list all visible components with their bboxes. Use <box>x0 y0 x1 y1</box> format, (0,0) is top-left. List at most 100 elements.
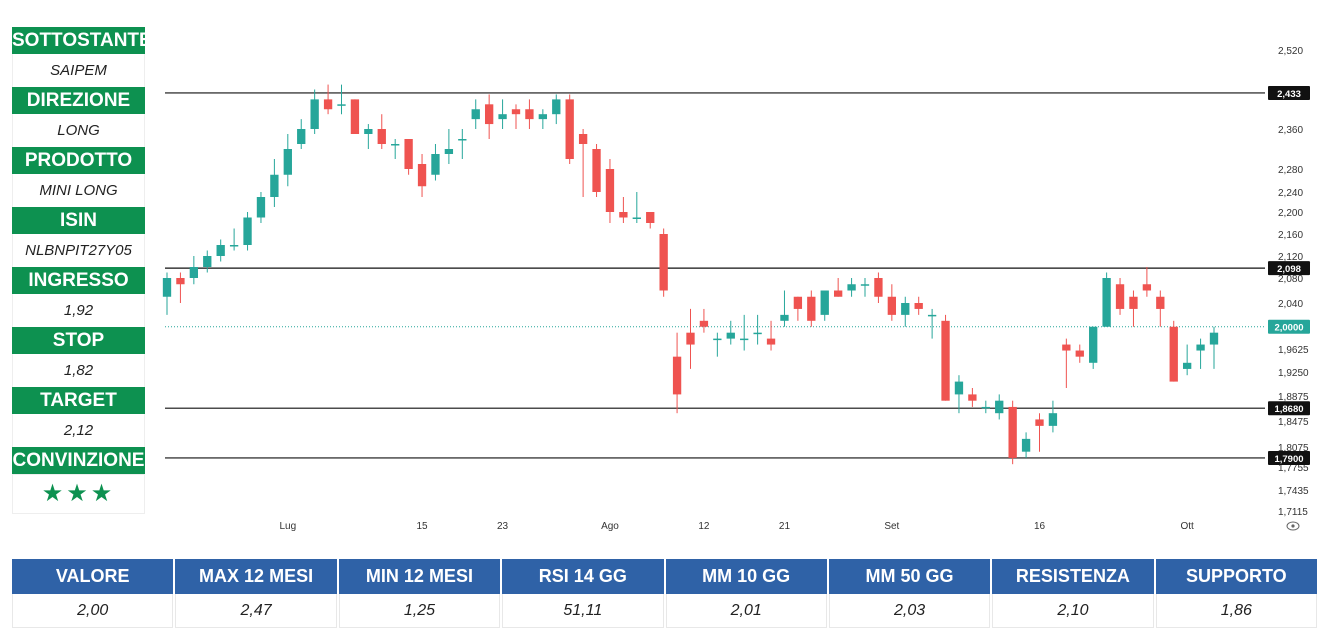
info-panel: SOTTOSTANTE SAIPEM DIREZIONE LONG PRODOTTO MI… <box>12 27 152 514</box>
candle-body <box>578 134 588 144</box>
level-tag <box>1268 85 1310 100</box>
panel-value-2: MINI LONG <box>12 174 145 207</box>
candle-body <box>874 278 883 297</box>
panel-value-5: 1,82 <box>12 354 145 387</box>
y-tick-label: 1,9250 <box>1278 368 1309 379</box>
summary-table-header: VALORE MAX 12 MESI MIN 12 MESI RSI 14 GG MM … <box>12 559 1317 594</box>
candle-body <box>619 212 628 218</box>
summary-table-values: 2,00 2,47 1,25 51,11 2,01 2,03 2,10 1,86 <box>12 594 1317 628</box>
table-header-cell: MIN 12 MESI <box>338 559 501 594</box>
candle-body <box>1075 350 1084 357</box>
candle-body <box>1169 326 1178 382</box>
level-tag-label: 1,7900 <box>1274 454 1303 465</box>
candle-body <box>1142 284 1152 291</box>
candle-body <box>283 149 292 175</box>
y-tick-label: 1,8875 <box>1278 392 1309 403</box>
candle-body <box>471 109 480 120</box>
candle-body <box>833 290 843 297</box>
y-tick-label: 2,200 <box>1278 208 1303 219</box>
candle-body <box>404 139 413 169</box>
candle-body <box>780 314 789 321</box>
candle-body <box>323 99 333 110</box>
x-tick-label: Ott <box>1180 521 1194 532</box>
candle-body <box>525 109 534 120</box>
y-tick-label: 2,280 <box>1278 165 1303 176</box>
candle-body <box>1035 419 1044 426</box>
panel-label-5: STOP <box>12 327 145 354</box>
panel-label-2: PRODOTTO <box>12 147 145 174</box>
y-tick-label: 2,040 <box>1278 299 1303 310</box>
table-value-cell: 2,00 <box>12 594 174 628</box>
candle-body <box>1156 296 1165 309</box>
candle-body <box>954 381 964 395</box>
table-value-cell: 1,25 <box>338 594 501 628</box>
candle-body <box>686 332 695 345</box>
table-header-cell: VALORE <box>12 559 174 594</box>
y-tick-label: 2,080 <box>1278 274 1303 285</box>
level-tag <box>1268 450 1310 465</box>
candle-body <box>605 169 615 212</box>
candle-body <box>511 109 521 115</box>
candle-body <box>1182 362 1192 369</box>
table-value-cell: 2,10 <box>992 594 1154 628</box>
candle-body <box>766 338 776 345</box>
candle-body <box>310 99 319 129</box>
x-tick-label: 16 <box>1034 521 1046 532</box>
candle-body <box>901 303 910 315</box>
table-header-cell: SUPPORTO <box>1155 559 1317 594</box>
candle-body <box>1062 344 1071 351</box>
candle-body <box>1021 438 1031 452</box>
candle-body <box>914 303 923 309</box>
table-header-cell: MAX 12 MESI <box>175 559 337 594</box>
table-header-cell: RESISTENZA <box>992 559 1154 594</box>
candle-body <box>995 400 1004 414</box>
candle-body <box>458 139 467 141</box>
candle-body <box>713 338 722 341</box>
candle-body <box>646 212 655 223</box>
summary-table: VALORE MAX 12 MESI MIN 12 MESI RSI 14 GG MM … <box>12 559 1317 628</box>
candle-body <box>189 267 199 278</box>
candle-body <box>484 104 494 125</box>
candle-body <box>740 338 749 341</box>
level-tag-label: 2,098 <box>1277 264 1301 275</box>
candle-body <box>565 99 574 159</box>
y-tick-label: 1,7755 <box>1278 463 1309 474</box>
y-tick-label: 1,8475 <box>1278 417 1309 428</box>
candle-body <box>847 284 856 291</box>
panel-value-0: SAIPEM <box>12 54 145 87</box>
candle-body <box>1129 296 1138 309</box>
panel-label-1: DIREZIONE <box>12 87 145 114</box>
eye-icon <box>1286 521 1300 531</box>
candle-body <box>337 104 346 106</box>
candle-body <box>364 129 373 134</box>
level-tag <box>1268 261 1310 276</box>
x-tick-label: 21 <box>779 521 791 532</box>
table-value-cell: 2,47 <box>175 594 337 628</box>
level-tag-label: 1,8680 <box>1274 404 1303 415</box>
panel-value-1: LONG <box>12 114 145 147</box>
y-tick-label: 2,240 <box>1278 188 1303 199</box>
candle-body <box>350 99 360 134</box>
y-tick-label: 2,520 <box>1278 46 1303 57</box>
candle-body <box>243 217 252 245</box>
candle-body <box>672 356 682 395</box>
panel-label-6: TARGET <box>12 387 145 414</box>
candle-body <box>807 296 816 321</box>
conviction-stars: ★★★ <box>12 474 145 514</box>
candle-body <box>1048 413 1058 426</box>
eye-icon-pupil <box>1291 524 1295 528</box>
current-price-tag <box>1268 319 1310 334</box>
panel-value-4: 1,92 <box>12 294 145 327</box>
candle-body <box>270 174 279 197</box>
candle-body <box>229 245 239 247</box>
candle-body <box>297 129 306 144</box>
table-header-cell: MM 10 GG <box>665 559 827 594</box>
current-price-label: 2,0000 <box>1274 323 1303 334</box>
candle-body <box>968 394 977 401</box>
candle-body <box>498 114 507 120</box>
candle-body <box>632 217 641 219</box>
y-tick-label: 2,120 <box>1278 252 1303 263</box>
candle-body <box>1209 332 1219 345</box>
x-tick-label: 15 <box>416 521 428 532</box>
candle-body <box>592 149 601 192</box>
